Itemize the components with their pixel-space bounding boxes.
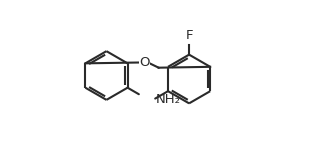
Text: NH₂: NH₂ xyxy=(156,93,181,106)
Text: F: F xyxy=(185,29,193,43)
Text: O: O xyxy=(140,56,150,69)
